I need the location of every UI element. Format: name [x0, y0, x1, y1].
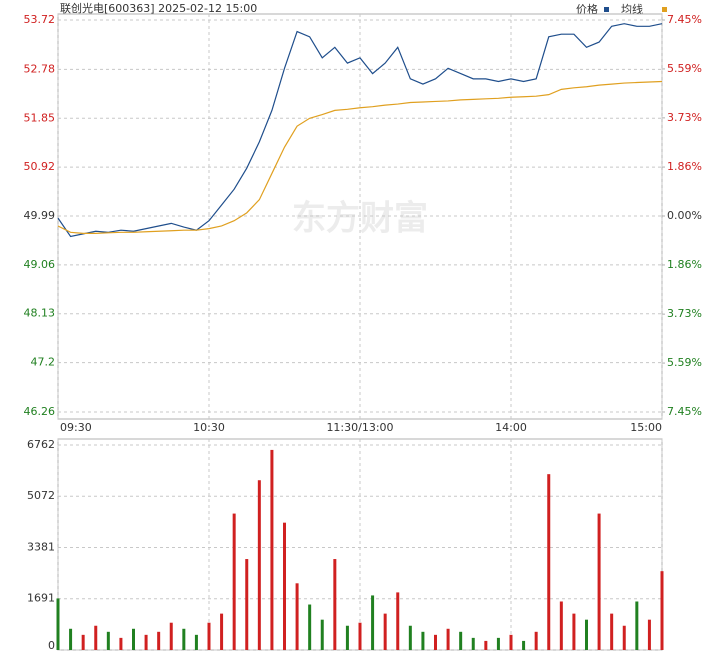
volume-bar — [383, 613, 387, 650]
volume-bar — [106, 631, 110, 650]
volume-bar — [635, 601, 639, 650]
y2-tick-label: 5.59% — [667, 356, 702, 369]
y-tick-label: 46.26 — [24, 405, 56, 418]
y-tick-label: 53.72 — [24, 13, 56, 26]
x-tick-label: 15:00 — [630, 421, 662, 434]
volume-tick-label: 6762 — [27, 438, 55, 451]
volume-bar — [471, 637, 475, 650]
volume-bar — [421, 631, 425, 650]
y2-tick-label: 1.86% — [667, 160, 702, 173]
volume-tick-label: 5072 — [27, 489, 55, 502]
volume-tick-label: 1691 — [27, 592, 55, 605]
volume-bar — [295, 583, 299, 650]
price-line — [57, 23, 663, 238]
volume-bar — [358, 622, 362, 650]
volume-bar — [257, 480, 261, 650]
volume-bar — [622, 625, 626, 650]
volume-bar — [119, 637, 123, 650]
legend-label: 价格 — [576, 2, 598, 16]
volume-bar — [308, 604, 312, 650]
y-tick-label: 48.13 — [24, 307, 56, 320]
volume-bar — [182, 628, 186, 650]
volume-bar — [647, 619, 651, 650]
volume-bar — [534, 631, 538, 650]
y-tick-label: 47.2 — [31, 356, 56, 369]
volume-bar — [320, 619, 324, 650]
volume-bar — [81, 634, 85, 650]
y-tick-label: 50.92 — [24, 160, 56, 173]
y2-tick-label: 3.73% — [667, 307, 702, 320]
volume-bar — [522, 640, 526, 650]
volume-bar — [194, 634, 198, 650]
volume-bar — [232, 513, 236, 650]
volume-bar — [585, 619, 588, 650]
volume-bar — [610, 613, 614, 650]
volume-bar — [69, 628, 73, 650]
volume-bar — [408, 625, 412, 650]
volume-bar — [660, 571, 664, 650]
y-tick-label: 49.06 — [24, 258, 56, 271]
volume-bar — [496, 637, 500, 650]
volume-bar — [207, 622, 211, 650]
volume-bar — [446, 628, 450, 650]
x-tick-label: 14:00 — [495, 421, 527, 434]
legend-swatch — [604, 7, 609, 12]
y-tick-label: 49.99 — [24, 209, 56, 222]
x-tick-label: 09:30 — [60, 421, 92, 434]
volume-bar — [572, 613, 576, 650]
volume-bar — [459, 631, 463, 650]
y-tick-label: 52.78 — [24, 62, 56, 75]
volume-bar — [245, 559, 249, 650]
volume-bar — [157, 631, 161, 650]
volume-bar — [509, 634, 513, 650]
volume-tick-label: 0 — [48, 639, 55, 652]
volume-bar — [220, 613, 224, 650]
volume-bar — [434, 634, 437, 650]
y2-tick-label: 7.45% — [667, 13, 702, 26]
y-tick-label: 51.85 — [24, 111, 56, 124]
volume-bar — [333, 559, 337, 650]
volume-bar — [396, 592, 400, 650]
volume-bar — [94, 625, 98, 650]
volume-bar — [559, 601, 563, 650]
y2-tick-label: 1.86% — [667, 258, 702, 271]
y2-tick-label: 5.59% — [667, 62, 702, 75]
y2-tick-label: 7.45% — [667, 405, 702, 418]
y2-tick-label: 3.73% — [667, 111, 702, 124]
x-tick-label: 10:30 — [193, 421, 225, 434]
legend-label: 均线 — [621, 2, 643, 16]
price-line — [57, 80, 663, 234]
x-tick-label: 11:30/13:00 — [326, 421, 393, 434]
volume-bar — [345, 625, 349, 650]
y2-tick-label: 0.00% — [667, 209, 702, 222]
chart-title: 联创光电[600363] 2025-02-12 15:00 — [60, 1, 257, 15]
volume-bar — [56, 598, 60, 650]
volume-bar — [597, 513, 601, 650]
volume-bar — [484, 640, 488, 650]
volume-bar — [283, 522, 286, 650]
volume-bar — [132, 628, 135, 650]
legend-swatch — [662, 7, 667, 12]
volume-bar — [270, 449, 274, 650]
volume-bar — [547, 474, 551, 650]
volume-tick-label: 3381 — [27, 541, 55, 554]
volume-bar — [144, 634, 148, 650]
volume-bar — [371, 595, 375, 650]
volume-bar — [169, 622, 173, 650]
